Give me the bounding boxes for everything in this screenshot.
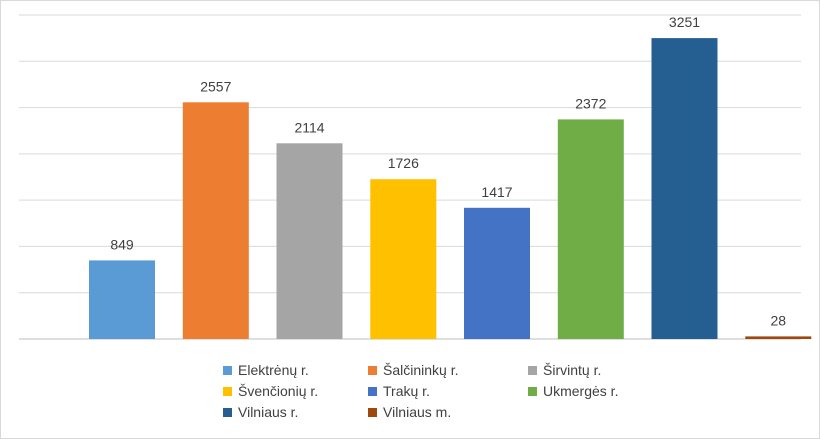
legend-label: Ukmergės r. [543,383,619,399]
legend-swatch [368,386,377,396]
legend-item: Ukmergės r. [528,382,658,400]
bar [745,336,812,339]
data-label: 849 [110,236,134,252]
legend-swatch [223,365,232,375]
bar [464,207,530,339]
bar [557,119,624,340]
bar [276,143,343,339]
legend: Elektrėnų r. Šalčininkų r. Širvintų r. Šven… [223,361,663,421]
legend-swatch [223,386,232,396]
legend-label: Vilniaus r. [238,404,299,420]
legend-label: Trakų r. [383,383,430,399]
data-label: 2372 [575,95,606,111]
bar [651,38,718,339]
data-label: 2557 [200,78,231,94]
data-label: 2114 [294,119,324,135]
legend-swatch [223,407,232,417]
bar [182,102,249,339]
legend-swatch [528,365,537,375]
bar [89,260,155,339]
legend-label: Vilniaus m. [383,404,452,420]
legend-label: Švenčionių r. [238,383,319,399]
data-label: 1726 [388,155,419,171]
data-label: 3251 [669,14,700,30]
legend-swatch [528,386,537,396]
legend-item: Vilniaus m. [368,403,528,421]
legend-item: Švenčionių r. [223,382,368,400]
legend-label: Šalčininkų r. [383,362,459,378]
legend-swatch [368,365,377,375]
legend-item: Elektrėnų r. [223,361,368,379]
data-label: 28 [771,312,787,328]
legend-item: Vilniaus r. [223,403,368,421]
legend-label: Širvintų r. [543,362,602,378]
data-label: 1417 [481,184,512,200]
bar [370,179,437,339]
legend-item: Šalčininkų r. [368,361,528,379]
legend-item: Širvintų r. [528,361,658,379]
data-labels: 849 2557 2114 1726 1417 2372 3251 28 [110,14,786,328]
bar-chart: 849 2557 2114 1726 1417 2372 3251 28 [19,14,812,340]
legend-item: Trakų r. [368,382,528,400]
bars [89,38,812,340]
legend-swatch [368,407,377,417]
legend-label: Elektrėnų r. [238,362,309,378]
